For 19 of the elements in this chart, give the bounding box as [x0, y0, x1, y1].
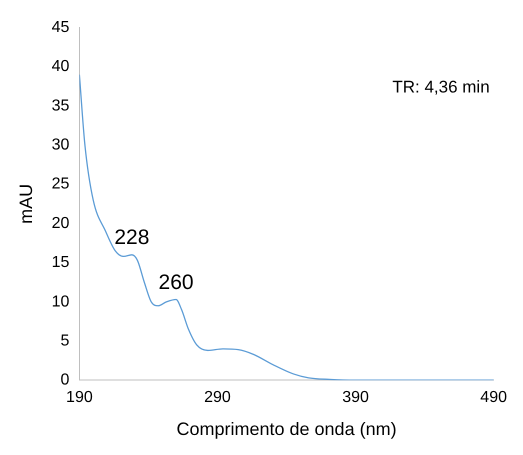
y-tick-label: 20: [52, 214, 70, 232]
y-tick-label: 5: [60, 332, 70, 350]
annotation: 260: [158, 270, 194, 294]
y-axis-title: mAU: [16, 184, 36, 224]
x-tick-label: 190: [66, 389, 93, 406]
x-tick-label: 390: [342, 389, 370, 406]
y-tick-label: 10: [52, 293, 70, 310]
y-tick-label: 15: [52, 254, 70, 272]
y-tick-label: 35: [52, 97, 70, 114]
x-tick-label: 490: [480, 389, 508, 406]
x-tick-label: 290: [204, 389, 231, 406]
annotation: 228: [114, 226, 150, 250]
y-tick-label: 0: [60, 372, 70, 389]
y-tick-label: 25: [52, 176, 70, 193]
y-tick-label: 45: [52, 19, 70, 36]
y-tick-label: 40: [52, 58, 70, 76]
x-axis-title: Comprimento de onda (nm): [176, 419, 397, 440]
y-tick-label: 30: [52, 136, 70, 154]
annotation: TR: 4,36 min: [392, 77, 490, 96]
